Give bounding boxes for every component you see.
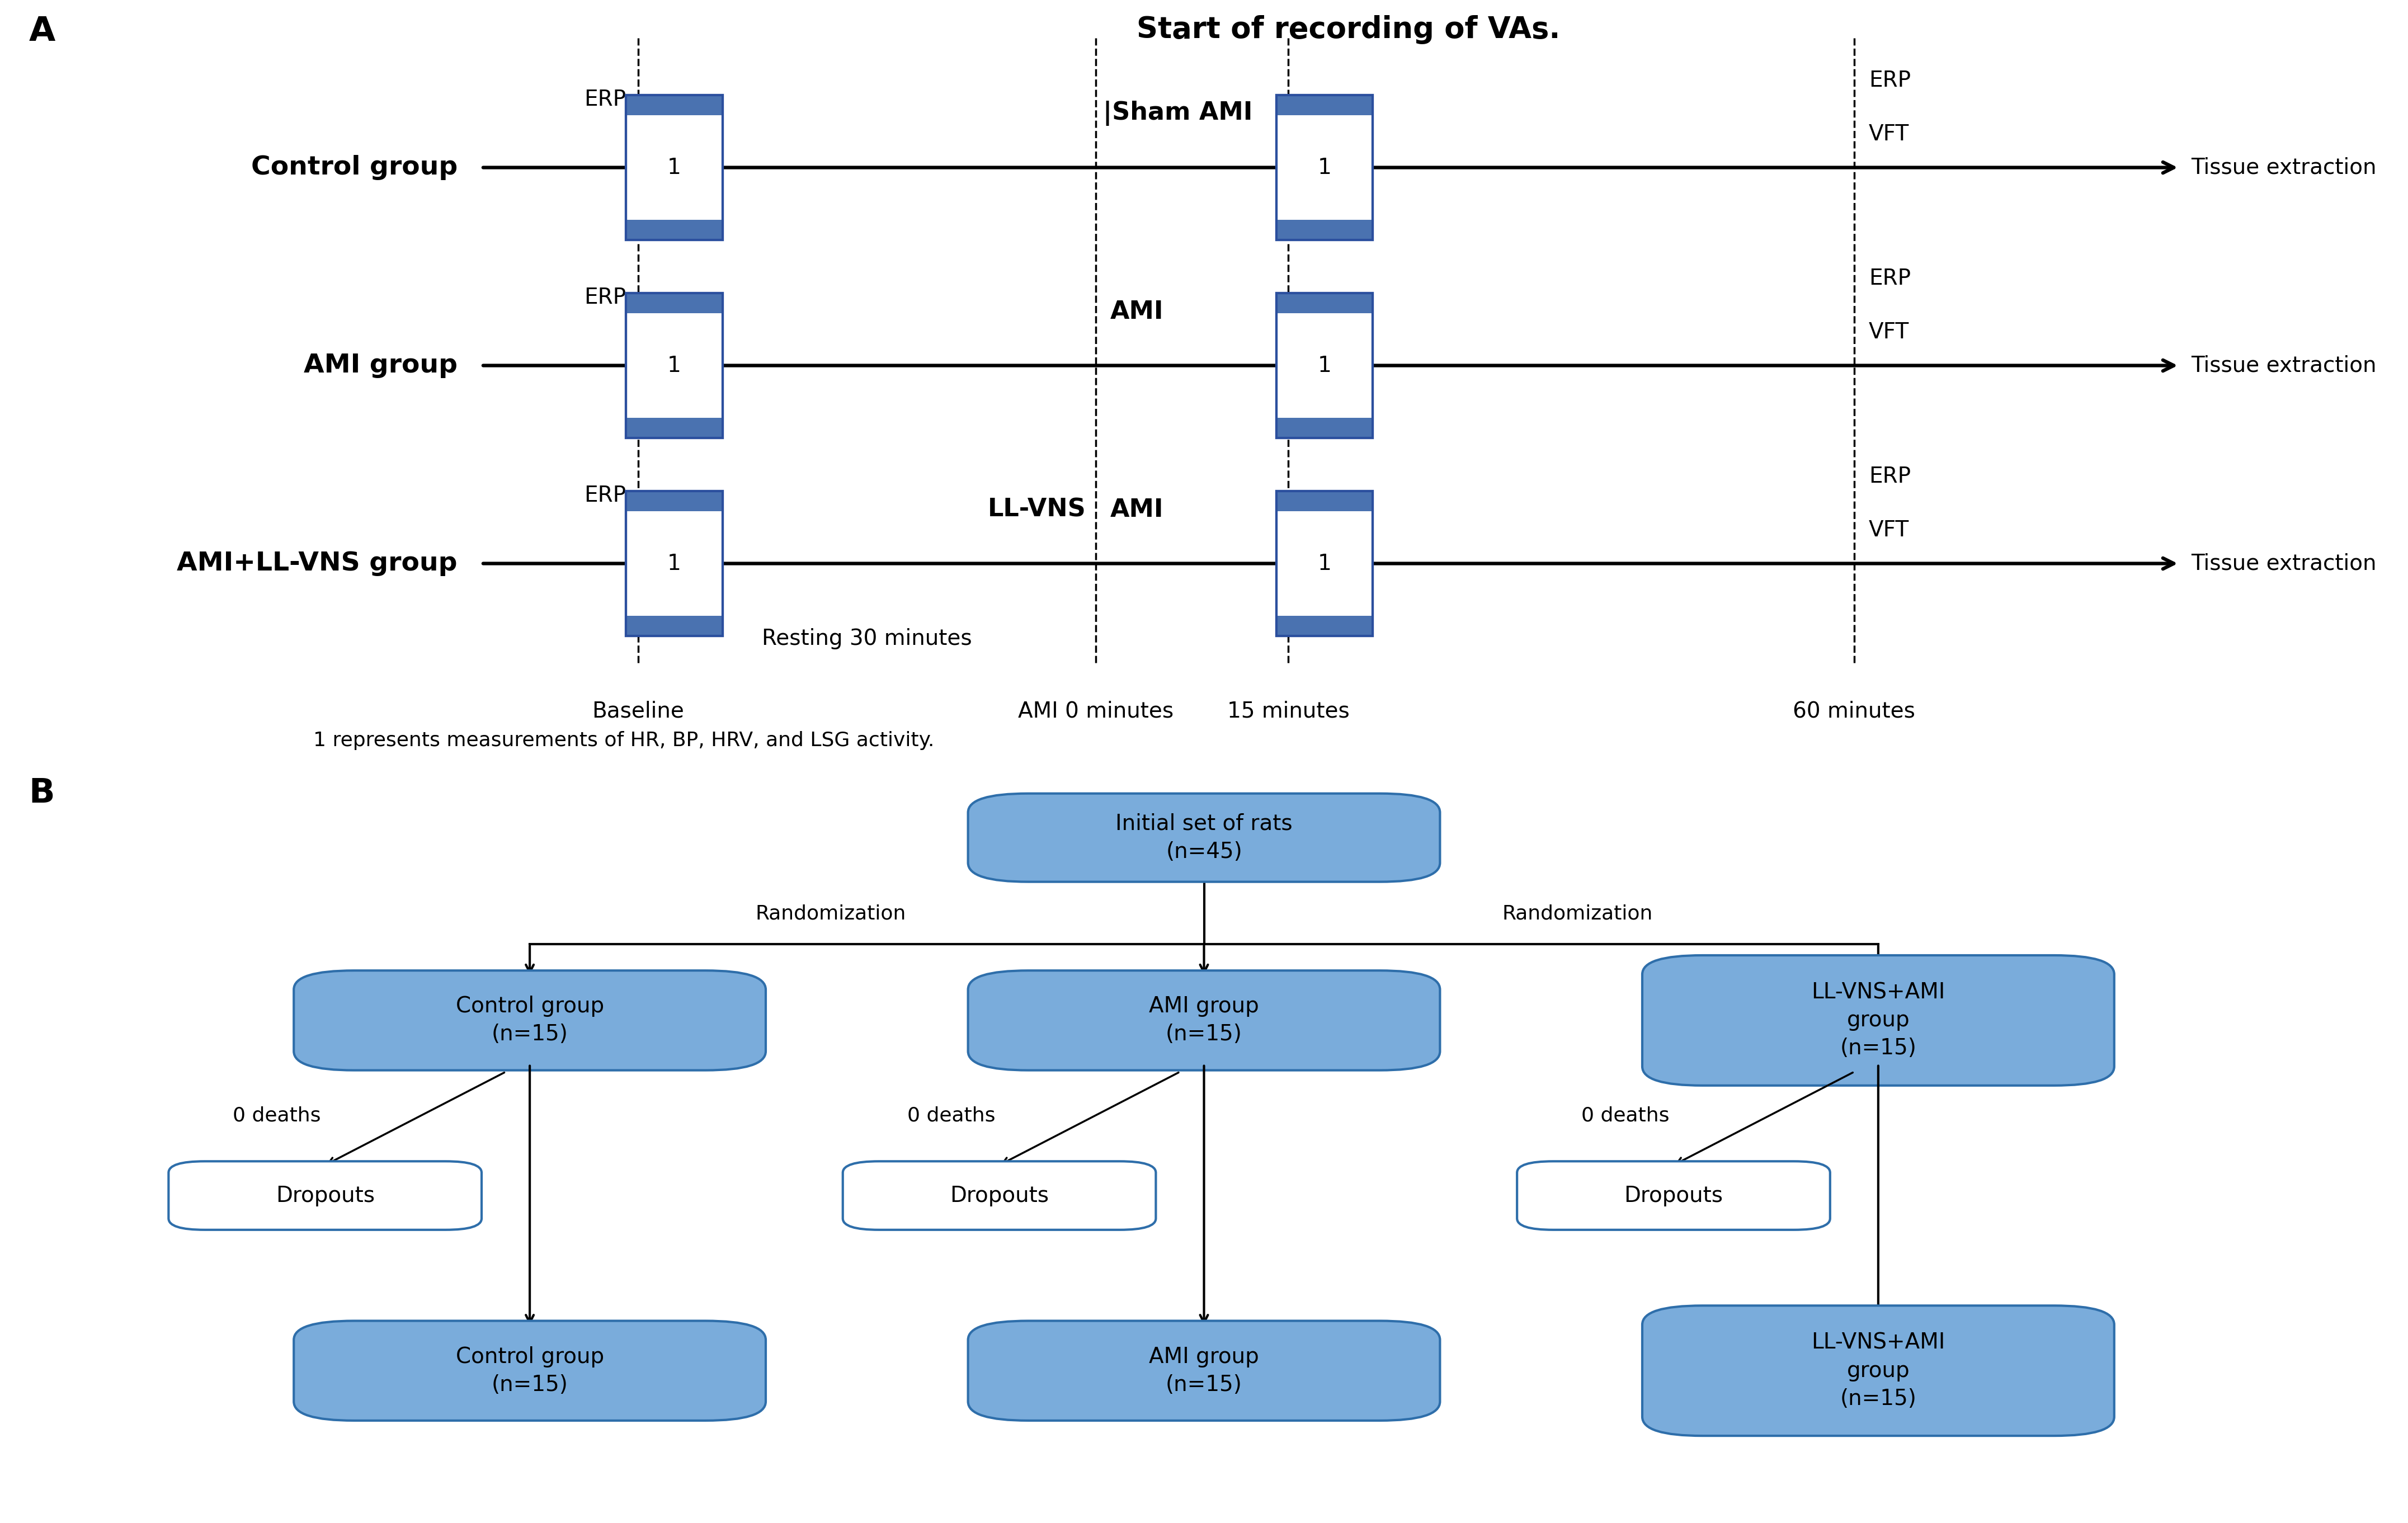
Text: B: B [29, 777, 55, 810]
Text: VFT: VFT [1869, 321, 1910, 343]
FancyBboxPatch shape [169, 1161, 482, 1231]
Text: Dropouts: Dropouts [949, 1185, 1050, 1206]
FancyBboxPatch shape [626, 417, 722, 439]
FancyBboxPatch shape [1276, 219, 1373, 239]
Text: VFT: VFT [1869, 123, 1910, 145]
Text: Tissue extraction: Tissue extraction [2191, 157, 2377, 178]
Text: LL-VNS+AMI
group
(n=15): LL-VNS+AMI group (n=15) [1811, 982, 1946, 1058]
Text: AMI: AMI [1110, 300, 1163, 324]
Text: LL-VNS+AMI
group
(n=15): LL-VNS+AMI group (n=15) [1811, 1333, 1946, 1409]
Text: ERP: ERP [1869, 268, 1910, 289]
Text: Control group: Control group [250, 155, 458, 180]
Text: 0 deaths: 0 deaths [234, 1106, 320, 1125]
Text: AMI: AMI [1110, 498, 1163, 521]
FancyBboxPatch shape [968, 1320, 1440, 1421]
Text: VFT: VFT [1869, 519, 1910, 541]
Text: Resting 30 minutes: Resting 30 minutes [761, 627, 973, 649]
FancyBboxPatch shape [1276, 292, 1373, 314]
Text: |Sham AMI: |Sham AMI [1103, 101, 1252, 126]
Text: Tissue extraction: Tissue extraction [2191, 553, 2377, 574]
Text: Control group
(n=15): Control group (n=15) [455, 996, 604, 1045]
FancyBboxPatch shape [1276, 94, 1373, 116]
Text: Tissue extraction: Tissue extraction [2191, 355, 2377, 376]
Text: Control group
(n=15): Control group (n=15) [455, 1346, 604, 1395]
Text: Dropouts: Dropouts [275, 1185, 376, 1206]
Text: ERP: ERP [1869, 70, 1910, 91]
Text: Start of recording of VAs.: Start of recording of VAs. [1137, 15, 1560, 44]
Text: 1 represents measurements of HR, BP, HRV, and LSG activity.: 1 represents measurements of HR, BP, HRV… [313, 731, 934, 751]
Text: 1: 1 [667, 157, 681, 178]
FancyBboxPatch shape [1642, 955, 2114, 1086]
Text: AMI group
(n=15): AMI group (n=15) [1149, 1346, 1259, 1395]
Text: Randomization: Randomization [1503, 905, 1652, 923]
Text: AMI group: AMI group [303, 353, 458, 378]
FancyBboxPatch shape [626, 292, 722, 439]
FancyBboxPatch shape [1276, 490, 1373, 637]
Text: ERP: ERP [1869, 466, 1910, 487]
FancyBboxPatch shape [1642, 1305, 2114, 1436]
FancyBboxPatch shape [294, 1320, 766, 1421]
Text: Randomization: Randomization [756, 905, 905, 923]
Text: AMI+LL-VNS group: AMI+LL-VNS group [178, 551, 458, 576]
FancyBboxPatch shape [1276, 615, 1373, 637]
FancyBboxPatch shape [626, 490, 722, 512]
Text: A: A [29, 15, 55, 49]
FancyBboxPatch shape [294, 970, 766, 1071]
Text: 1: 1 [667, 553, 681, 574]
Text: ERP: ERP [585, 486, 626, 506]
FancyBboxPatch shape [1276, 292, 1373, 439]
FancyBboxPatch shape [626, 94, 722, 116]
FancyBboxPatch shape [1276, 94, 1373, 239]
FancyBboxPatch shape [843, 1161, 1156, 1231]
FancyBboxPatch shape [1517, 1161, 1830, 1231]
FancyBboxPatch shape [626, 219, 722, 239]
Text: Dropouts: Dropouts [1623, 1185, 1724, 1206]
Text: Baseline: Baseline [592, 701, 684, 722]
Text: 0 deaths: 0 deaths [908, 1106, 995, 1125]
Text: 15 minutes: 15 minutes [1228, 701, 1348, 722]
FancyBboxPatch shape [968, 793, 1440, 882]
Text: AMI 0 minutes: AMI 0 minutes [1019, 701, 1173, 722]
Text: 1: 1 [1317, 157, 1332, 178]
Text: ERP: ERP [585, 288, 626, 309]
FancyBboxPatch shape [626, 490, 722, 637]
Text: 1: 1 [667, 355, 681, 376]
Text: 1: 1 [1317, 553, 1332, 574]
Text: 0 deaths: 0 deaths [1582, 1106, 1669, 1125]
Text: AMI group
(n=15): AMI group (n=15) [1149, 996, 1259, 1045]
Text: 60 minutes: 60 minutes [1794, 701, 1914, 722]
FancyBboxPatch shape [626, 94, 722, 239]
FancyBboxPatch shape [1276, 490, 1373, 512]
FancyBboxPatch shape [968, 970, 1440, 1071]
Text: 1: 1 [1317, 355, 1332, 376]
FancyBboxPatch shape [1276, 417, 1373, 439]
Text: ERP: ERP [585, 90, 626, 111]
FancyBboxPatch shape [626, 615, 722, 637]
Text: LL-VNS: LL-VNS [987, 498, 1086, 521]
FancyBboxPatch shape [626, 292, 722, 314]
Text: Initial set of rats
(n=45): Initial set of rats (n=45) [1115, 813, 1293, 862]
